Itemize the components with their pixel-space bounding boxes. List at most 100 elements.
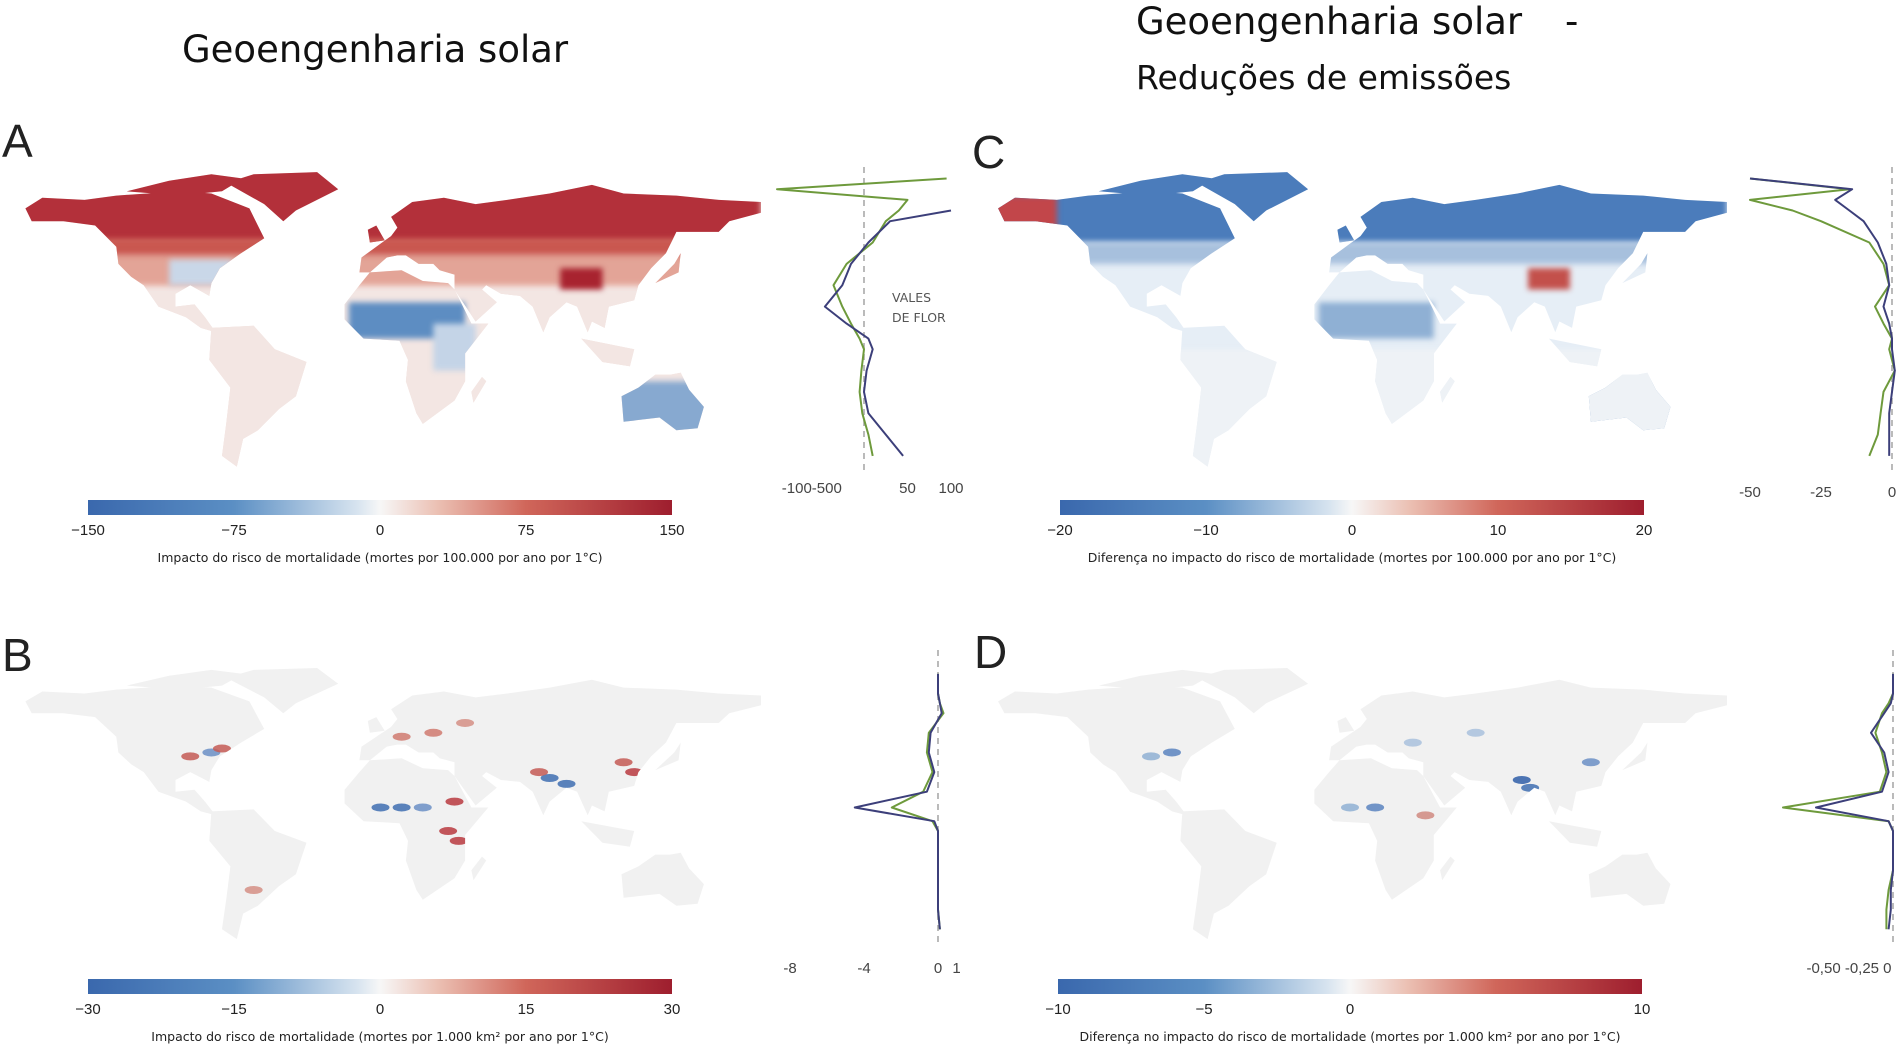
- land-greenland: [226, 668, 339, 714]
- colorbar-tick-label: −10: [1193, 522, 1219, 539]
- land-japan: [1622, 742, 1648, 771]
- profile-tick-label: -0,50 -0,25 0: [1806, 960, 1892, 977]
- latitude-profile: [1749, 167, 1896, 470]
- profile-annotation: VALES DE FLOR: [892, 288, 946, 328]
- profile-line-green: [776, 177, 947, 457]
- latitude-profile: [776, 167, 952, 470]
- australia-blue-zone: [617, 381, 709, 435]
- profile-tick-label: -100-500: [781, 480, 842, 497]
- colorbar-label: Diferença no impacto do risco de mortali…: [1087, 550, 1617, 565]
- us-blue-zone: [169, 259, 233, 286]
- land-indonesia: [1549, 821, 1602, 847]
- hotspot: [1581, 758, 1600, 767]
- hotspot: [614, 758, 633, 767]
- heat-zones: [181, 718, 644, 894]
- land-south-america: [209, 809, 307, 940]
- profile-tick-label: -8: [783, 960, 797, 977]
- land-eurasia: [1329, 679, 1727, 816]
- profile-tick-label: 1: [952, 960, 961, 977]
- hotspot: [1341, 803, 1359, 812]
- profile-line-blue: [1815, 673, 1894, 930]
- annotation-line2: DE FLOR: [892, 310, 946, 325]
- profile-tick-label: -50: [1739, 484, 1761, 501]
- hotspot: [181, 752, 200, 761]
- land-australia: [1588, 852, 1671, 906]
- profile-tick-label: 0: [933, 960, 943, 977]
- right-title-line1: Geoengenharia solar: [1136, 0, 1523, 43]
- colorbar: [1060, 500, 1644, 515]
- profile-tick-label: 50: [899, 480, 916, 497]
- land-madagascar: [471, 856, 487, 881]
- colorbar-tick-label: 20: [1635, 522, 1653, 539]
- colorbar-tick-label: 150: [659, 522, 685, 539]
- panel-letter-d: D: [974, 626, 1008, 678]
- profile-line-blue: [823, 209, 952, 457]
- hotspot: [540, 773, 559, 782]
- hotspot: [456, 718, 475, 727]
- profile-line-blue: [853, 673, 943, 930]
- colorbar-tick-label: −75: [221, 522, 247, 539]
- profile-tick-label: 0: [1887, 484, 1897, 501]
- colorbar-label: Diferença no impacto do risco de mortali…: [1079, 1029, 1621, 1044]
- world-map: [998, 172, 1727, 467]
- midlat-zone: [25, 253, 761, 286]
- colorbar-tick-label: −10: [1045, 1001, 1071, 1018]
- colorbar-tick-label: −150: [71, 522, 105, 539]
- hotspot: [439, 827, 458, 836]
- profile-line-green: [1749, 177, 1896, 457]
- hotspot: [1512, 775, 1531, 784]
- colorbar: [88, 979, 672, 994]
- land-madagascar: [1440, 856, 1455, 881]
- world-map: [25, 172, 761, 467]
- world-map: [25, 668, 761, 940]
- profile-tick-label: -25: [1810, 484, 1832, 501]
- latitude-profile: [1782, 650, 1894, 945]
- colorbar-tick-label: 10: [1633, 1001, 1651, 1018]
- land-indonesia: [581, 821, 635, 847]
- land-uk: [367, 717, 385, 733]
- heat-zones: [998, 172, 1727, 467]
- land-africa: [344, 758, 489, 900]
- colorbar-tick-label: 15: [517, 1001, 535, 1018]
- colorbar-tick-label: 30: [663, 1001, 681, 1018]
- hotspot: [1162, 748, 1181, 757]
- colorbar-tick-label: 75: [517, 522, 535, 539]
- north-edge-zone: [25, 238, 761, 256]
- sahel-blue-zone: [1318, 302, 1434, 339]
- hotspot: [557, 779, 576, 788]
- colorbar-tick-label: −5: [1195, 1001, 1213, 1018]
- colorbar-tick-label: 10: [1489, 522, 1507, 539]
- hotspot: [530, 768, 549, 777]
- hotspot: [1466, 728, 1485, 737]
- annotation-line1: VALES: [892, 290, 932, 305]
- hotspot: [445, 797, 464, 806]
- world-map: [998, 668, 1727, 940]
- hotspot: [392, 732, 411, 741]
- north-zone: [25, 172, 761, 243]
- colorbar-tick-label: −20: [1047, 522, 1073, 539]
- land-greenland: [1197, 668, 1309, 714]
- land-arctic-islands: [126, 669, 244, 690]
- land-outlines: [998, 668, 1727, 940]
- panel-letter-a: A: [2, 115, 33, 167]
- hotspot: [371, 803, 390, 812]
- right-title-line2: Reduções de emissões: [1136, 58, 1512, 97]
- colorbar-tick-label: 0: [1345, 1001, 1355, 1018]
- land-arctic-islands: [1098, 669, 1214, 690]
- north-zone: [998, 172, 1727, 243]
- hotspot: [1416, 811, 1435, 820]
- colorbar-tick-label: 0: [375, 522, 385, 539]
- tibet-red-zone: [1528, 268, 1570, 290]
- tibet-red-zone: [560, 268, 603, 290]
- east-africa-zone: [433, 323, 476, 371]
- hotspot: [392, 803, 411, 812]
- latitude-profile: [853, 650, 945, 945]
- panel-letter-b: B: [2, 629, 33, 681]
- profile-tick-label: -4: [857, 960, 871, 977]
- colorbar-label: Impacto do risco de mortalidade (mortes …: [157, 550, 603, 565]
- panel-letter-c: C: [972, 126, 1006, 178]
- heat-zones: [25, 172, 761, 467]
- colorbar-tick-label: 0: [375, 1001, 385, 1018]
- land-south-america: [1180, 809, 1277, 940]
- colorbar-tick-label: 0: [1347, 522, 1357, 539]
